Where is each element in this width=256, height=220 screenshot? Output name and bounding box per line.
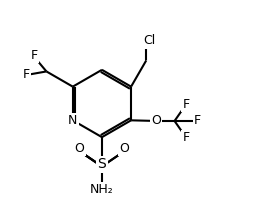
Text: O: O: [74, 142, 84, 155]
Text: F: F: [183, 131, 190, 144]
Text: S: S: [98, 157, 106, 171]
Text: F: F: [183, 98, 190, 111]
Text: NH₂: NH₂: [90, 183, 114, 196]
Text: Cl: Cl: [143, 34, 155, 47]
Text: N: N: [68, 114, 78, 127]
Text: F: F: [194, 114, 201, 127]
Text: O: O: [119, 142, 129, 155]
Text: F: F: [23, 68, 30, 81]
Text: O: O: [151, 114, 161, 127]
Text: F: F: [31, 49, 38, 62]
